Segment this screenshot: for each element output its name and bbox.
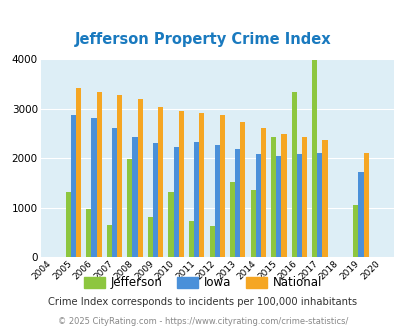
Bar <box>127 159 132 257</box>
Bar <box>296 154 301 257</box>
Bar <box>358 172 362 257</box>
Bar <box>275 156 281 257</box>
Bar <box>322 140 327 257</box>
Bar <box>188 221 194 257</box>
Bar <box>250 190 255 257</box>
Text: © 2025 CityRating.com - https://www.cityrating.com/crime-statistics/: © 2025 CityRating.com - https://www.city… <box>58 317 347 326</box>
Legend: Jefferson, Iowa, National: Jefferson, Iowa, National <box>79 272 326 294</box>
Bar <box>153 143 158 257</box>
Bar <box>317 153 322 257</box>
Bar <box>137 99 143 257</box>
Bar <box>230 182 234 257</box>
Bar <box>311 60 317 257</box>
Bar <box>255 154 260 257</box>
Bar <box>91 118 96 257</box>
Bar <box>107 225 112 257</box>
Bar <box>291 92 296 257</box>
Bar <box>66 191 71 257</box>
Text: Crime Index corresponds to incidents per 100,000 inhabitants: Crime Index corresponds to incidents per… <box>48 297 357 307</box>
Bar <box>219 115 224 257</box>
Bar <box>362 153 368 257</box>
Bar <box>260 128 265 257</box>
Bar <box>209 226 214 257</box>
Bar <box>76 88 81 257</box>
Bar <box>271 137 275 257</box>
Bar <box>168 191 173 257</box>
Bar <box>234 149 240 257</box>
Bar <box>281 134 286 257</box>
Bar <box>96 92 101 257</box>
Bar <box>301 137 306 257</box>
Bar <box>214 145 219 257</box>
Bar <box>178 112 183 257</box>
Text: Jefferson Property Crime Index: Jefferson Property Crime Index <box>75 32 330 47</box>
Bar <box>147 217 153 257</box>
Bar <box>158 107 163 257</box>
Bar <box>352 205 358 257</box>
Bar <box>173 147 178 257</box>
Bar <box>132 137 137 257</box>
Bar <box>199 113 204 257</box>
Bar <box>194 142 199 257</box>
Bar <box>86 210 91 257</box>
Bar <box>112 128 117 257</box>
Bar <box>240 122 245 257</box>
Bar <box>117 95 122 257</box>
Bar <box>71 115 76 257</box>
